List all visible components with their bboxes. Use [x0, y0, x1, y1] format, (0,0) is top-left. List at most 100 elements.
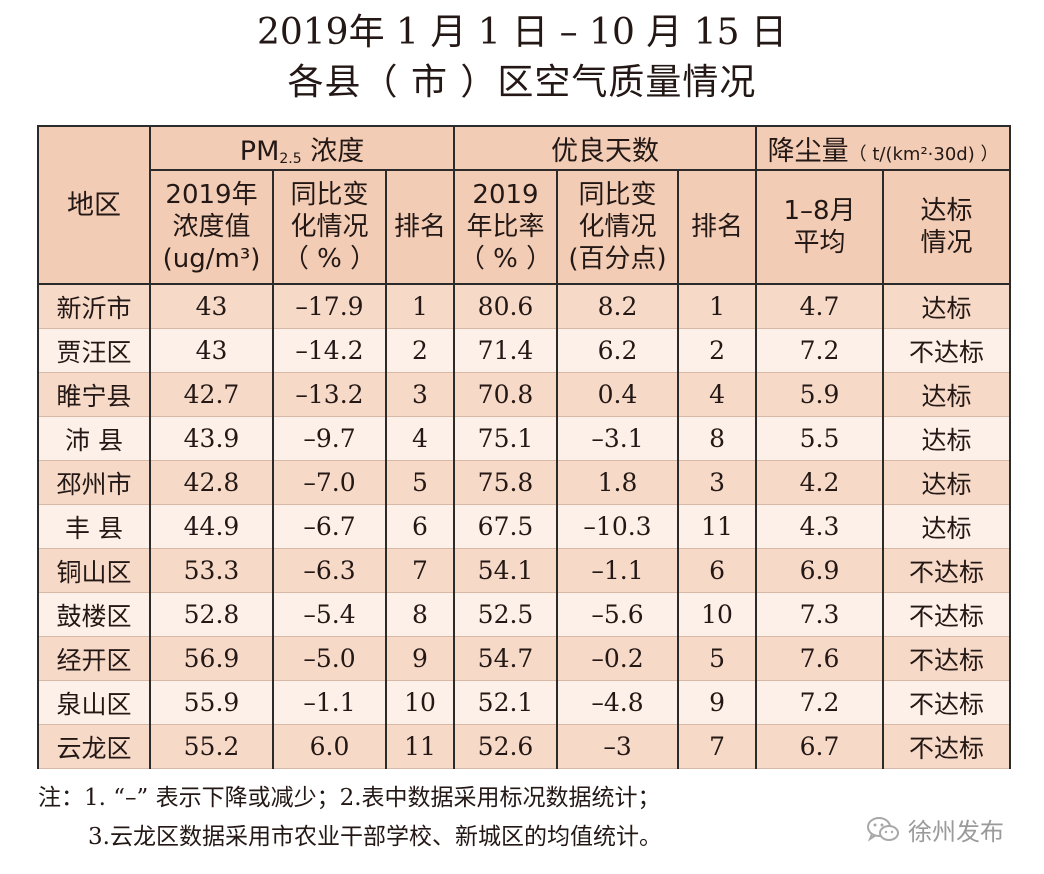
- good-change-cell: –3.1: [556, 416, 680, 461]
- good-rank-cell: 4: [677, 372, 758, 417]
- region-cell: 铜山区: [37, 548, 151, 593]
- table-row: 云龙区 55.2 6.0 11 52.6 –3 7 6.7 不达标: [37, 724, 1012, 769]
- good-change-cell: –3: [556, 724, 680, 769]
- good-rank-cell: 2: [677, 328, 758, 373]
- dust-avg-cell: 5.5: [755, 416, 885, 461]
- good-rank-cell: 10: [677, 592, 758, 637]
- table-row: 丰 县 44.9 –6.7 6 67.5 –10.3 11 4.3 达标: [37, 504, 1012, 549]
- table-row: 邳州市 42.8 –7.0 5 75.8 1.8 3 4.2 达标: [37, 460, 1012, 505]
- good-rank-cell: 1: [677, 283, 758, 329]
- good-rate-cell: 71.4: [453, 328, 559, 373]
- region-cell: 贾汪区: [37, 328, 151, 373]
- pm-value-cell: 52.8: [149, 592, 274, 637]
- region-cell: 邳州市: [37, 460, 151, 505]
- good-rank-cell: 3: [677, 460, 758, 505]
- dust-avg-cell: 7.6: [755, 636, 885, 681]
- dust-avg-cell: 7.2: [755, 328, 885, 373]
- pm-rank-cell: 1: [384, 283, 456, 329]
- standard-status-cell: 达标: [882, 504, 1012, 549]
- good-rank-cell: 6: [677, 548, 758, 593]
- good-rate-cell: 52.5: [453, 592, 559, 637]
- region-cell: 睢宁县: [37, 372, 151, 417]
- pm-value-cell: 53.3: [149, 548, 274, 593]
- pm-rank-cell: 3: [384, 372, 456, 417]
- dust-avg-cell: 7.2: [755, 680, 885, 725]
- pm-value-cell: 43: [149, 283, 274, 329]
- dust-avg-cell: 6.9: [755, 548, 885, 593]
- table-row: 贾汪区 43 –14.2 2 71.4 6.2 2 7.2 不达标: [37, 328, 1012, 373]
- pm-value-cell: 56.9: [149, 636, 274, 681]
- watermark: 徐州发布: [866, 812, 1004, 847]
- table-body: 新沂市 43 –17.9 1 80.6 8.2 1 4.7 达标 贾汪区 43 –14.2 2 71.4 6…: [37, 283, 1012, 769]
- region-cell: 泉山区: [37, 680, 151, 725]
- dust-avg-cell: 4.2: [755, 460, 885, 505]
- standard-status-cell: 达标: [882, 416, 1012, 461]
- good-rank-cell: 8: [677, 416, 758, 461]
- pm-value-cell: 43: [149, 328, 274, 373]
- standard-status-cell: 不达标: [882, 636, 1012, 681]
- air-quality-table: 地区 PM2.5 浓度 优良天数 降尘量（ t/(km²·30d) ） 2019…: [37, 125, 1012, 769]
- good-rate-cell: 75.8: [453, 460, 559, 505]
- good-rate-cell: 52.1: [453, 680, 559, 725]
- table-row: 铜山区 53.3 –6.3 7 54.1 –1.1 6 6.9 不达标: [37, 548, 1012, 593]
- pm-value-cell: 42.8: [149, 460, 274, 505]
- good-change-cell: –10.3: [556, 504, 680, 549]
- good-rate-cell: 54.7: [453, 636, 559, 681]
- good-change-cell: –4.8: [556, 680, 680, 725]
- good-change-cell: –5.6: [556, 592, 680, 637]
- region-cell: 云龙区: [37, 724, 151, 769]
- good-change-cell: 8.2: [556, 283, 680, 329]
- good-change-cell: –0.2: [556, 636, 680, 681]
- pm-change-cell: 6.0: [272, 724, 387, 769]
- dust-avg-cell: 5.9: [755, 372, 885, 417]
- region-cell: 鼓楼区: [37, 592, 151, 637]
- good-change-cell: 0.4: [556, 372, 680, 417]
- table-row: 鼓楼区 52.8 –5.4 8 52.5 –5.6 10 7.3 不达标: [37, 592, 1012, 637]
- dust-avg-cell: 4.7: [755, 283, 885, 329]
- pm-value-cell: 44.9: [149, 504, 274, 549]
- pm-change-cell: –17.9: [272, 283, 387, 329]
- standard-status-cell: 不达标: [882, 724, 1012, 769]
- pm-value-cell: 55.2: [149, 724, 274, 769]
- good-change-cell: 6.2: [556, 328, 680, 373]
- table-row: 睢宁县 42.7 –13.2 3 70.8 0.4 4 5.9 达标: [37, 372, 1012, 417]
- table-row: 经开区 56.9 –5.0 9 54.7 –0.2 5 7.6 不达标: [37, 636, 1012, 681]
- good-rate-cell: 52.6: [453, 724, 559, 769]
- region-cell: 沛 县: [37, 416, 151, 461]
- good-change-cell: 1.8: [556, 460, 680, 505]
- header-dust-standard: 达标 情况: [882, 169, 1012, 285]
- region-cell: 丰 县: [37, 504, 151, 549]
- header-pm-change: 同比变 化情况（ % ）: [272, 169, 387, 285]
- wechat-icon: [866, 816, 900, 844]
- standard-status-cell: 达标: [882, 283, 1012, 329]
- dust-avg-cell: 7.3: [755, 592, 885, 637]
- title-line-2: 各县（ 市 ）区空气质量情况: [287, 62, 757, 103]
- good-rank-cell: 11: [677, 504, 758, 549]
- header-pm-rank: 排名: [384, 169, 456, 285]
- pm-rank-cell: 4: [384, 416, 456, 461]
- watermark-text: 徐州发布: [908, 818, 1004, 846]
- pm-value-cell: 55.9: [149, 680, 274, 725]
- pm-change-cell: –9.7: [272, 416, 387, 461]
- pm-change-cell: –13.2: [272, 372, 387, 417]
- pm-change-cell: –14.2: [272, 328, 387, 373]
- region-cell: 新沂市: [37, 283, 151, 329]
- standard-status-cell: 不达标: [882, 548, 1012, 593]
- pm-change-cell: –1.1: [272, 680, 387, 725]
- dust-avg-cell: 6.7: [755, 724, 885, 769]
- pm-change-cell: –6.7: [272, 504, 387, 549]
- dust-avg-cell: 4.3: [755, 504, 885, 549]
- table-row: 泉山区 55.9 –1.1 10 52.1 –4.8 9 7.2 不达标: [37, 680, 1012, 725]
- standard-status-cell: 不达标: [882, 680, 1012, 725]
- pm-change-cell: –5.0: [272, 636, 387, 681]
- pm-change-cell: –7.0: [272, 460, 387, 505]
- pm-rank-cell: 5: [384, 460, 456, 505]
- header-pm-value: 2019年 浓度值 (ug/m³): [149, 169, 274, 285]
- pm-rank-cell: 9: [384, 636, 456, 681]
- good-rank-cell: 9: [677, 680, 758, 725]
- pm-rank-cell: 7: [384, 548, 456, 593]
- note-line-1: 注：1. “–” 表示下降或减少；2.表中数据采用标况数据统计；: [38, 785, 661, 811]
- pm-value-cell: 43.9: [149, 416, 274, 461]
- title-line-1: 2019年 1 月 1 日 – 10 月 15 日: [256, 12, 788, 53]
- header-dust-group: 降尘量（ t/(km²·30d) ）: [755, 125, 1012, 171]
